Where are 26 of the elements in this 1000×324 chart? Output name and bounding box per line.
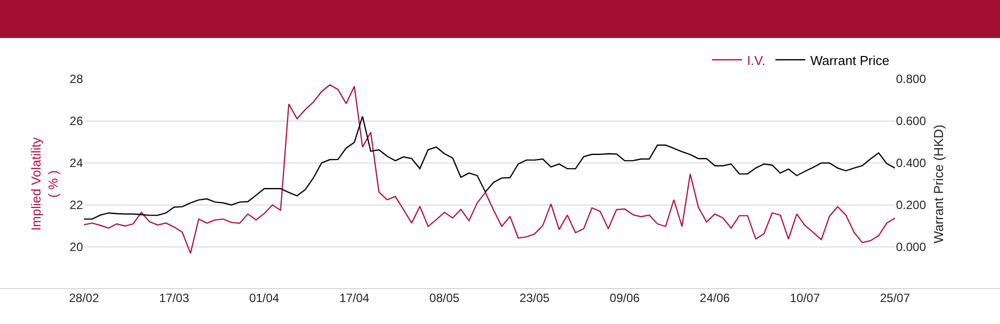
x-tick-label: 17/03 xyxy=(159,291,190,305)
y-tick-label: 26 xyxy=(70,114,84,128)
y-tick-label: 22 xyxy=(70,198,84,212)
x-tick-label: 17/04 xyxy=(339,291,370,305)
x-tick-label: 28/02 xyxy=(68,291,100,305)
y-tick-label: 24 xyxy=(70,156,84,170)
y-tick-label: 28 xyxy=(70,72,84,86)
x-tick-label: 23/05 xyxy=(520,291,550,305)
y2-axis-title: Warrant Price (HKD) xyxy=(930,124,946,244)
x-tick-label: 25/07 xyxy=(880,291,910,305)
y2-tick-label: 0.400 xyxy=(896,156,926,170)
line-series xyxy=(84,116,895,220)
y-axis-title: Implied Volatility ( % ) xyxy=(28,136,61,231)
y2-tick-label: 0.200 xyxy=(896,198,926,212)
x-tick-label: 10/07 xyxy=(790,291,820,305)
y2-tick-label: 0.600 xyxy=(896,114,926,128)
y2-tick-label: 0.800 xyxy=(896,72,926,86)
x-tick-label: 24/06 xyxy=(700,291,730,305)
x-tick-label: 09/06 xyxy=(610,291,640,305)
x-tick-label: 08/05 xyxy=(429,291,460,305)
line-series xyxy=(84,84,895,254)
legend-label: Warrant Price xyxy=(810,52,890,68)
x-tick-label: 01/04 xyxy=(249,291,280,305)
y-tick-label: 20 xyxy=(70,240,84,254)
y2-tick-label: 0.000 xyxy=(896,240,926,254)
legend-label: I.V. xyxy=(747,52,766,68)
